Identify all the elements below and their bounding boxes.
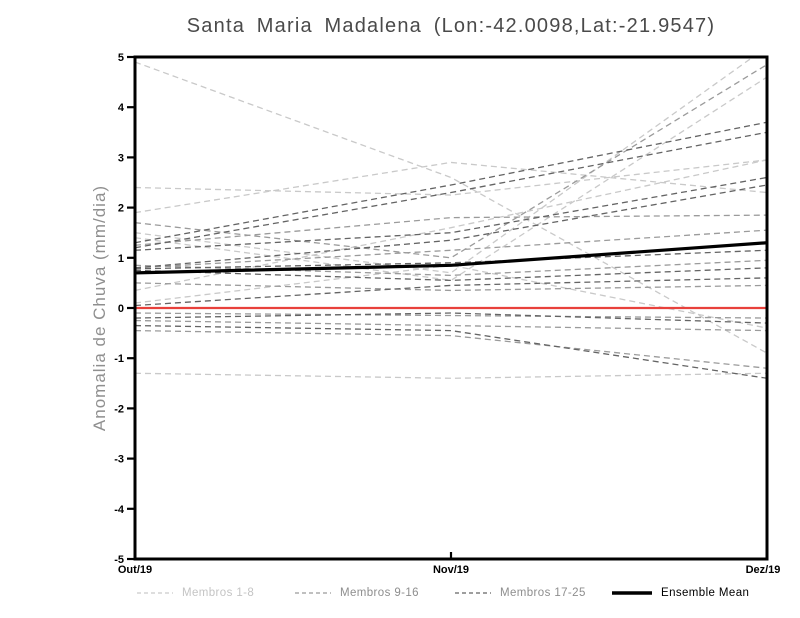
legend-label: Membros 9-16 [340,587,419,599]
y-tick-label: 3 [118,152,124,164]
member-line-25 [135,324,767,379]
member-line-13 [135,282,767,292]
legend-label: Membros 17-25 [500,587,586,599]
member-line-2 [135,159,767,196]
y-tick-label: -4 [114,504,125,516]
series-layer [135,57,767,379]
y-tick-label: 4 [118,102,125,114]
member-line-19 [135,176,767,251]
legend-item-2: Membros 17-25 [453,585,586,601]
member-line-17 [135,121,767,244]
legend-item-1: Membros 9-16 [293,585,419,601]
legend-dashed-line-sample [137,592,173,594]
member-line-16 [135,329,767,369]
x-tick-label: Nov/19 [433,564,469,576]
member-line-10 [135,259,767,277]
x-tick-label: Dez/19 [746,564,781,576]
ensemble-mean-line [135,241,767,275]
member-line-9 [135,63,767,259]
member-line-7 [135,264,767,329]
member-line-22 [135,267,767,282]
member-line-6 [135,159,767,292]
member-line-1 [135,61,767,354]
y-tick-label: -1 [114,353,124,365]
member-line-24 [135,312,767,324]
member-line-12 [135,214,767,246]
member-line-4 [135,57,755,274]
legend-label: Ensemble Mean [661,587,750,599]
y-tick-label: -5 [114,554,124,566]
y-tick-label: 0 [118,303,124,315]
member-line-15 [135,319,767,332]
legend-item-0: Membros 1-8 [135,585,254,601]
legend-item-3: Ensemble Mean [610,585,749,601]
legend-solid-line-sample [612,591,652,595]
x-tick-label: Out/19 [118,564,152,576]
legend-dashed-line-sample [295,592,331,594]
y-tick-label: 1 [118,253,124,265]
member-line-20 [135,184,767,269]
chart-title: Santa Maria Madalena (Lon:-42.0098,Lat:-… [186,15,716,37]
member-line-3 [135,161,767,214]
member-line-23 [135,277,767,307]
y-tick-label: -3 [114,454,124,466]
legend-label: Membros 1-8 [182,587,255,599]
member-line-21 [135,249,767,270]
y-tick-label: 5 [118,52,124,64]
y-tick-label: -2 [114,403,124,415]
member-line-18 [135,131,767,249]
member-line-8 [135,372,767,379]
legend-dashed-line-sample [455,592,491,594]
y-tick-label: 2 [118,203,124,215]
member-line-11 [135,229,767,269]
member-line-14 [135,312,767,319]
